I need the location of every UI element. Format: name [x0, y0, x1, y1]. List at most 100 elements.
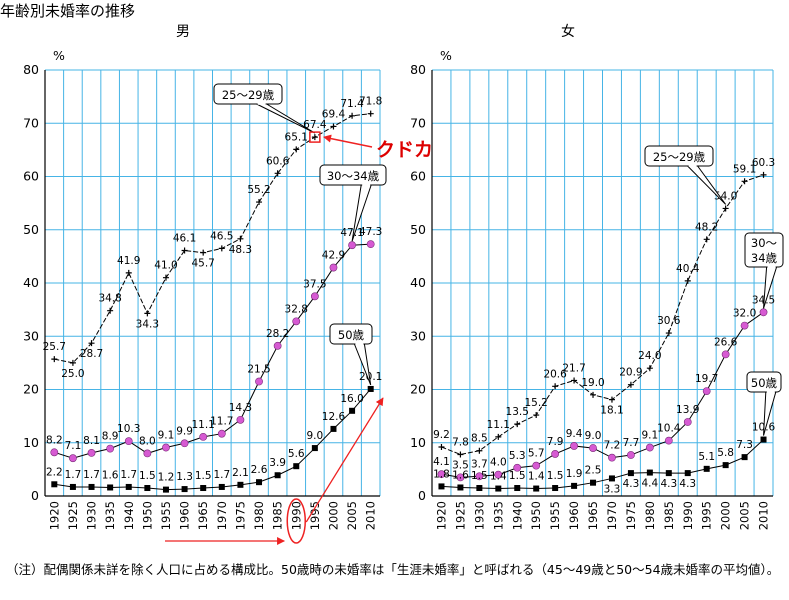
data-label: 11.1: [191, 419, 214, 431]
data-label: 30.6: [657, 315, 681, 327]
y-tick-label: 80: [23, 62, 39, 77]
data-label: 32.8: [285, 303, 308, 315]
callout-label: 30～34歳: [327, 169, 380, 183]
data-point: [702, 387, 711, 395]
data-point: [703, 236, 710, 243]
data-point: [552, 383, 559, 390]
series-line: [441, 174, 764, 455]
data-label: 4.1: [433, 456, 450, 468]
data-label: 16.0: [340, 393, 363, 405]
data-point: [532, 461, 541, 470]
data-label: 2.5: [585, 465, 602, 477]
panel-female: 0 10 20 30 40 50 60 70 80% 女 1920 1925 1930 1935 1940 1…: [410, 23, 784, 530]
data-label: 9.1: [158, 430, 175, 442]
data-label: 19.7: [695, 373, 718, 385]
data-point: [236, 415, 245, 424]
data-label: 13.5: [506, 406, 529, 418]
data-point: [256, 199, 263, 206]
data-label: 8.9: [102, 431, 119, 443]
x-tick-label: 1920: [434, 501, 448, 530]
data-label: 4.0: [490, 457, 507, 469]
callout-box: [329, 323, 373, 345]
data-label: 1.5: [547, 470, 564, 482]
data-label: 7.1: [65, 440, 82, 452]
x-tick-label: 1955: [159, 501, 173, 530]
y-tick-label: 50: [410, 222, 426, 237]
data-label: 10.3: [117, 423, 140, 435]
data-label: 41.0: [154, 260, 177, 272]
data-label: 71.4: [340, 98, 364, 110]
panel-title: 女: [561, 23, 575, 40]
data-point: [69, 359, 76, 366]
data-label: 2.6: [251, 464, 268, 476]
series-circle: 8.2 7.1 8.1 8.910.38.0 9.1 9.911.111.7 14.3 21.…: [46, 164, 387, 463]
data-point: [349, 407, 356, 414]
data-point: [552, 485, 559, 492]
x-tick-label: 1950: [140, 501, 154, 530]
data-label: 21.7: [562, 362, 585, 374]
data-point: [684, 470, 691, 477]
data-point: [162, 274, 169, 281]
y-tick-label: 30: [410, 328, 426, 343]
data-label: 41.9: [117, 255, 140, 267]
x-tick-label: 1990: [681, 501, 695, 530]
data-label: 4.3: [623, 478, 640, 490]
data-point: [199, 432, 208, 441]
data-point: [330, 425, 337, 432]
data-point: [608, 396, 615, 403]
y-tick-label: 20: [410, 382, 426, 397]
data-label: 1.6: [452, 469, 469, 481]
x-tick-label: 1960: [567, 501, 581, 530]
data-point: [475, 472, 484, 481]
data-point: [162, 486, 169, 493]
data-label: 28.2: [266, 328, 289, 340]
data-label: 24.0: [638, 350, 661, 362]
x-tick-label: 1985: [662, 501, 676, 530]
y-tick-label: 70: [410, 115, 426, 130]
data-label: 20.1: [359, 371, 382, 383]
series-line: [54, 388, 372, 491]
data-point: [703, 465, 710, 472]
data-label: 3.7: [471, 458, 488, 470]
y-tick-label: 60: [23, 169, 39, 184]
data-point: [760, 436, 767, 443]
x-tick-label: 2000: [719, 501, 733, 530]
data-label: 7.8: [452, 436, 469, 448]
x-tick-label: 1980: [643, 501, 657, 530]
x-tick-label: 1930: [85, 501, 99, 530]
data-label: 1.4: [490, 471, 507, 483]
callout-box: [744, 232, 784, 268]
data-label: 14.3: [229, 402, 252, 414]
callout-pointer: [256, 103, 316, 134]
data-label: 11.7: [210, 416, 233, 428]
x-tick-label: 1985: [271, 501, 285, 530]
data-point: [608, 475, 615, 482]
data-point: [514, 421, 521, 428]
data-point: [124, 437, 133, 446]
data-point: [256, 479, 263, 486]
data-point: [349, 112, 356, 119]
data-point: [533, 412, 540, 419]
data-label: 45.7: [191, 258, 214, 270]
data-point: [162, 443, 170, 452]
x-tick-label: 1995: [308, 501, 322, 530]
callout-box: [746, 371, 782, 393]
x-tick-label: 1990: [289, 501, 303, 530]
data-point: [181, 486, 188, 493]
data-point: [665, 330, 672, 337]
y-tick-label: 10: [23, 435, 39, 450]
series-square: 2.2 1.7 1.7 1.6 1.7 1.5 1.2 1.3 1.5 1.7 2.1 2.63.95…: [46, 323, 382, 493]
data-point: [457, 451, 464, 458]
data-point: [107, 307, 114, 314]
data-point: [367, 385, 374, 392]
x-tick-label: 1970: [605, 501, 619, 530]
data-point: [495, 433, 502, 440]
series-line: [441, 439, 764, 490]
data-label: 28.7: [80, 348, 103, 360]
data-point: [571, 482, 578, 489]
data-label: 2.1: [232, 467, 249, 479]
x-tick-label: 2010: [757, 501, 771, 530]
data-label: 3.9: [269, 457, 286, 469]
data-point: [590, 479, 597, 486]
data-point: [438, 483, 445, 490]
